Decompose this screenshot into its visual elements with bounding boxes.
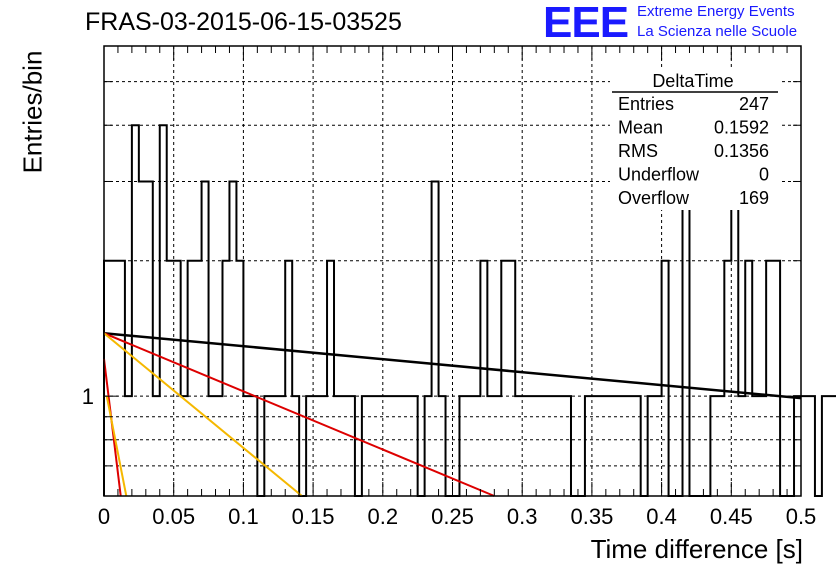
x-tick-label: 0.3 xyxy=(507,504,538,529)
y-tick-label: 1 xyxy=(82,384,94,409)
histogram-outline xyxy=(103,124,836,497)
stats-label: Mean xyxy=(618,118,663,138)
stats-value: 0.1356 xyxy=(714,141,769,161)
chart-title: FRAS-03-2015-06-15-03525 xyxy=(85,8,402,36)
x-tick-label: 0.45 xyxy=(710,504,753,529)
stats-label: RMS xyxy=(618,141,658,161)
fit-curves xyxy=(103,331,802,497)
x-tick-label: 0 xyxy=(98,504,110,529)
stats-background xyxy=(610,70,780,210)
stats-value: 0 xyxy=(759,165,769,185)
stats-value: 169 xyxy=(739,188,769,208)
logo-subtitle-line1: Extreme Energy Events xyxy=(637,3,795,20)
axis-ticks: 0 0.05 0.1 0.15 0.2 0.25 0.3 0.35 0.4 0.45 0.5 1 xyxy=(82,46,817,529)
stats-box: DeltaTime Entries 247 Mean 0.1592 RMS 0.1356 Un… xyxy=(610,70,780,210)
stats-label: Entries xyxy=(618,94,674,114)
stats-label: Overflow xyxy=(618,188,690,208)
x-tick-label: 0.4 xyxy=(646,504,677,529)
stats-name: DeltaTime xyxy=(652,71,733,91)
stats-label: Underflow xyxy=(618,165,700,185)
fit-line xyxy=(103,332,495,497)
x-tick-label: 0.25 xyxy=(431,504,474,529)
eee-logo: EEE xyxy=(543,0,629,47)
x-tick-label: 0.15 xyxy=(292,504,335,529)
x-tick-label: 0.1 xyxy=(228,504,259,529)
fit-line xyxy=(103,331,802,400)
histogram-layer xyxy=(103,124,836,497)
x-tick-label: 0.2 xyxy=(368,504,399,529)
x-tick-label: 0.05 xyxy=(152,504,195,529)
x-tick-label: 0.5 xyxy=(786,504,817,529)
stats-value: 0.1592 xyxy=(714,118,769,138)
fit-line xyxy=(103,332,303,497)
logo-subtitle-line2: La Scienza nelle Scuole xyxy=(637,23,798,40)
x-tick-label: 0.35 xyxy=(570,504,613,529)
stats-value: 247 xyxy=(739,94,769,114)
x-axis-label: Time difference [s] xyxy=(590,534,803,564)
fit-line xyxy=(105,395,128,497)
